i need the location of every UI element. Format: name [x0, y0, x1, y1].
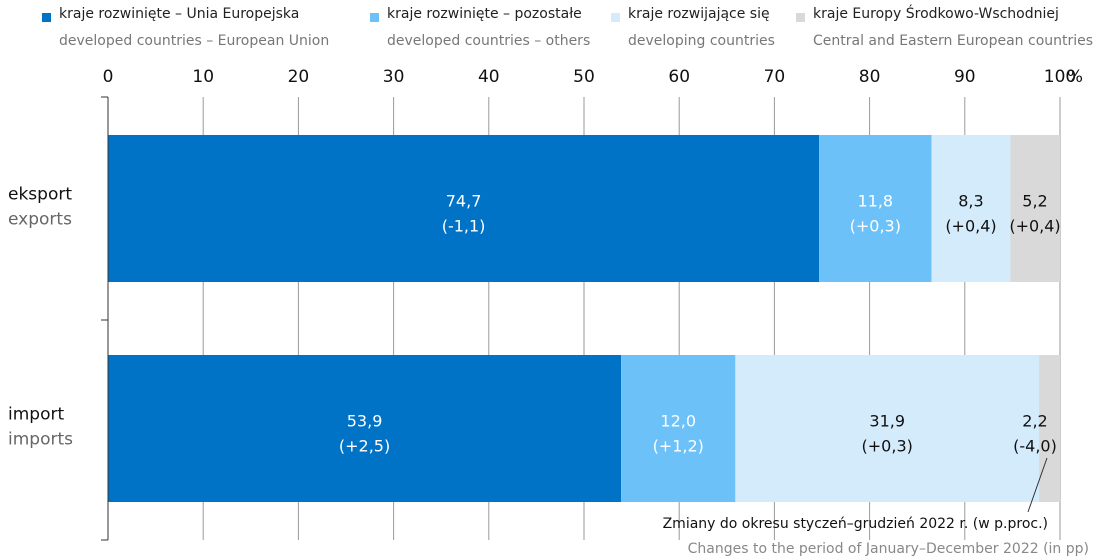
bar-change-label: (+0,3)	[850, 217, 901, 236]
bar-change-label: (-4,0)	[1013, 437, 1057, 456]
x-tick-label: 0	[103, 67, 114, 87]
legend-label-developing: kraje rozwijające się	[628, 6, 770, 22]
bar-segment	[621, 355, 736, 502]
legend: kraje rozwinięte – Unia Europejska devel…	[0, 6, 1093, 56]
bar-change-label: (+0,3)	[862, 437, 913, 456]
category-label-en: exports	[8, 210, 72, 230]
legend-label-cee-en: Central and Eastern European countries	[813, 33, 1093, 49]
x-tick-label: 80	[859, 67, 881, 87]
annotation-pointer	[1027, 457, 1048, 513]
category-label-en: imports	[8, 430, 73, 450]
x-tick-label: 10	[192, 67, 214, 87]
legend-swatch-developing	[611, 13, 620, 22]
x-tick-label: 70	[764, 67, 786, 87]
category-label: eksport	[8, 185, 72, 205]
annotation-text-en: Changes to the period of January–Decembe…	[688, 541, 1089, 557]
bar-value-label: 5,2	[1022, 192, 1047, 211]
x-unit-label: %	[1067, 67, 1083, 87]
bar-value-label: 2,2	[1022, 412, 1047, 431]
annotation-text: Zmiany do okresu styczeń–grudzień 2022 r…	[663, 516, 1048, 532]
x-tick-label: 30	[383, 67, 405, 87]
legend-label-eu-en: developed countries – European Union	[59, 33, 330, 49]
bar-value-label: 31,9	[869, 412, 905, 431]
legend-label-eu: kraje rozwinięte – Unia Europejska	[59, 6, 300, 22]
bar-value-label: 11,8	[857, 192, 893, 211]
bar-value-label: 12,0	[660, 412, 696, 431]
bar-segment	[1010, 135, 1060, 282]
legend-swatch-eu	[42, 13, 51, 22]
bar-change-label: (+0,4)	[945, 217, 996, 236]
x-tick-label: 50	[573, 67, 595, 87]
legend-label-cee: kraje Europy Środkowo-Wschodniej	[813, 6, 1059, 22]
bar-change-label: (+0,4)	[1009, 217, 1060, 236]
x-tick-label: 90	[954, 67, 976, 87]
bar-segment	[819, 135, 932, 282]
legend-label-developing-en: developing countries	[628, 33, 775, 49]
bar-change-label: (+1,2)	[653, 437, 704, 456]
bar-segment	[735, 355, 1040, 502]
bar-segment	[931, 135, 1011, 282]
x-tick-label: 100	[1044, 67, 1076, 87]
legend-swatch-others	[370, 13, 379, 22]
legend-swatch-cee	[796, 13, 805, 22]
bar-value-label: 74,7	[446, 192, 482, 211]
bar-value-label: 53,9	[347, 412, 383, 431]
change-annotation: Zmiany do okresu styczeń–grudzień 2022 r…	[663, 457, 1089, 557]
x-tick-label: 40	[478, 67, 500, 87]
x-tick-label: 20	[288, 67, 310, 87]
bar-change-label: (-1,1)	[442, 217, 486, 236]
legend-label-others-en: developed countries – others	[387, 33, 591, 49]
bars: 74,7 (-1,1) 11,8 (+0,3) 8,3 (+0,4) 5,2 (+0,4) 53…	[108, 135, 1061, 502]
bar-segment	[108, 135, 820, 282]
bar-segment	[108, 355, 622, 502]
category-axis: eksport exports import imports	[8, 96, 109, 541]
x-axis: 0 10 20 30 40 50 60 70 80 90 100%	[103, 67, 1083, 87]
x-tick-label: 60	[668, 67, 690, 87]
bar-value-label: 8,3	[958, 192, 983, 211]
category-label: import	[8, 405, 64, 425]
legend-label-others: kraje rozwinięte – pozostałe	[387, 6, 582, 22]
bar-change-label: (+2,5)	[339, 437, 390, 456]
